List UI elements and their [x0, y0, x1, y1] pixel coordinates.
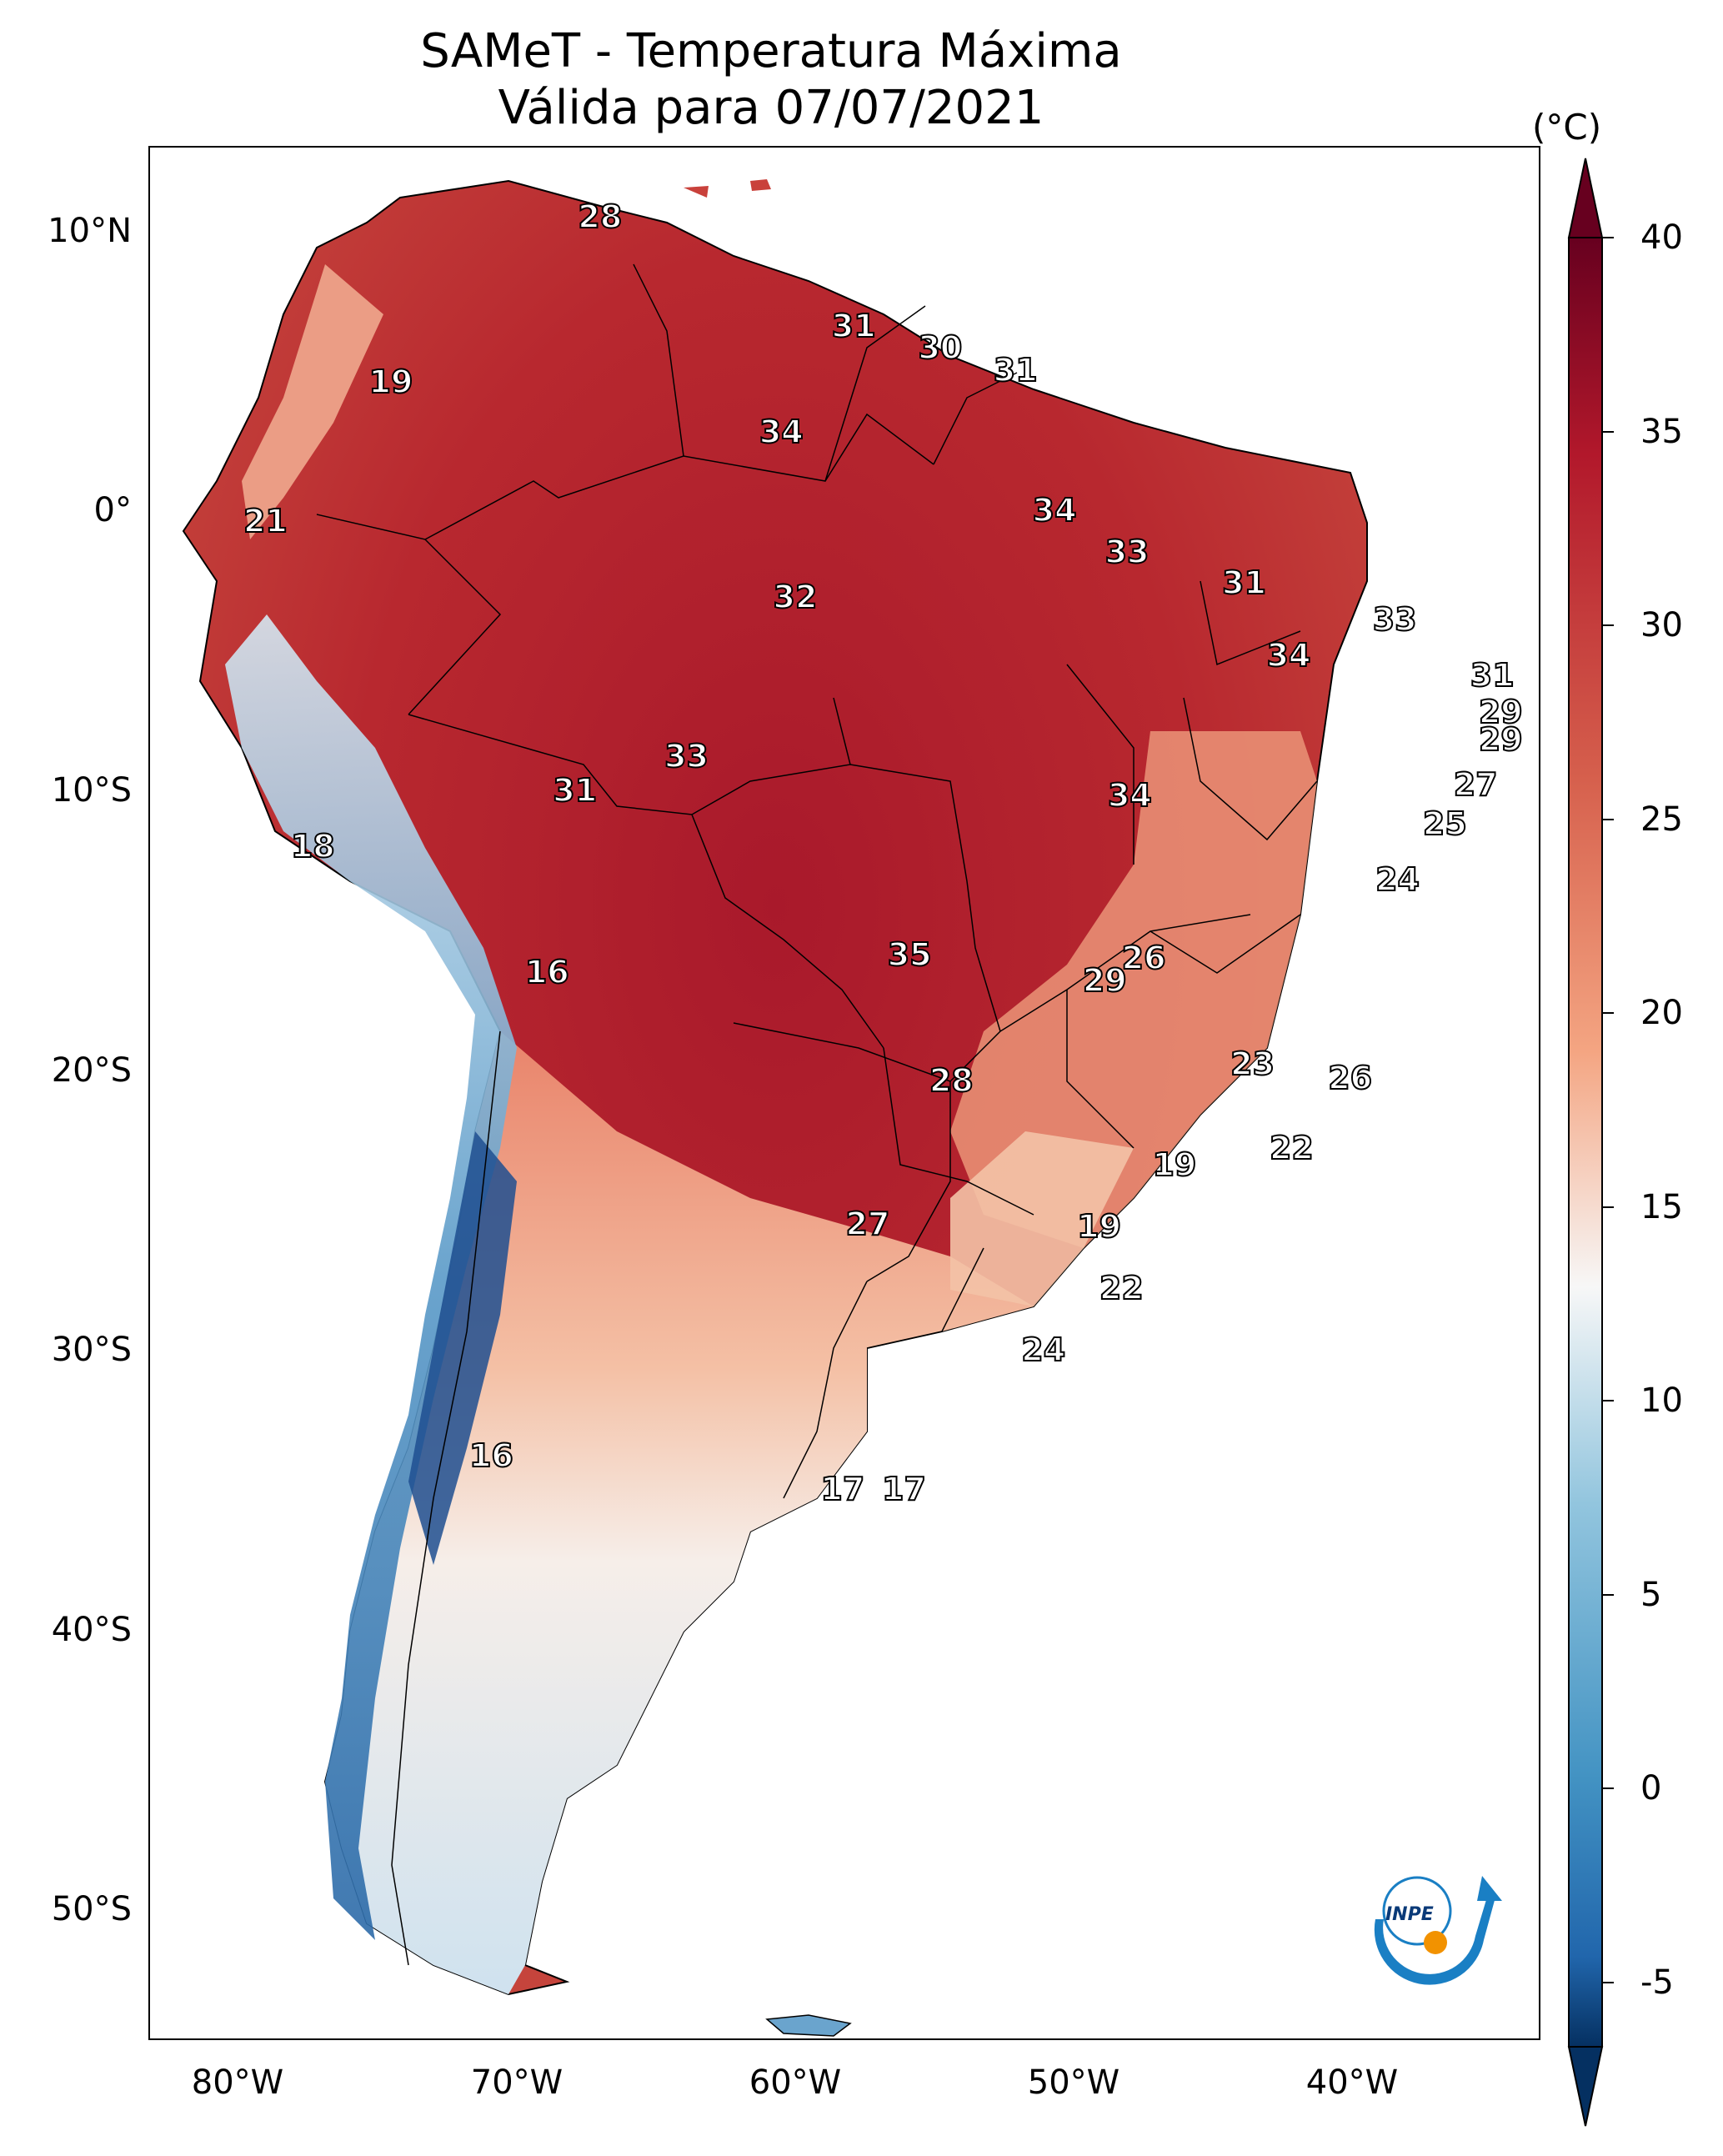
temperature-value-label: 23 [1230, 1045, 1275, 1083]
temperature-value-label: 34 [1107, 776, 1153, 815]
colorbar-extend-top [1567, 158, 1604, 238]
lat-tick: 40°S [51, 1611, 132, 1649]
lon-tick: 40°W [1305, 2063, 1399, 2102]
temperature-value-label: 34 [1032, 491, 1078, 529]
temperature-value-label: 29 [1082, 961, 1128, 1000]
temperature-value-label: 27 [1453, 765, 1499, 804]
colorbar-tick: 20 [1640, 994, 1683, 1032]
map-title: SAMeT - Temperatura Máxima [420, 24, 1122, 78]
colorbar-tick: 40 [1640, 218, 1683, 257]
temperature-value-label: 33 [1104, 533, 1150, 571]
temperature-value-label: 30 [917, 328, 963, 367]
temperature-value-label: 19 [1076, 1207, 1122, 1246]
colorbar-tick: 25 [1640, 800, 1683, 839]
colorbar-tick: 10 [1640, 1381, 1683, 1420]
colorbar-tick: 30 [1640, 606, 1683, 644]
temperature-value-label: 26 [1121, 939, 1167, 977]
colorbar-tick: 35 [1640, 413, 1683, 451]
temperature-value-label: 31 [993, 351, 1039, 389]
temperature-value-label: 21 [243, 502, 288, 540]
temperature-value-label: 34 [759, 413, 804, 451]
colorbar-tick: 15 [1640, 1188, 1683, 1226]
temperature-value-label: 16 [524, 953, 570, 991]
temperature-value-label: 29 [1478, 693, 1524, 731]
temperature-value-label: 31 [1470, 656, 1515, 694]
temperature-value-label: 27 [845, 1205, 891, 1243]
country-borders [316, 263, 1318, 1966]
lon-tick: 70°W [470, 2063, 563, 2102]
andes-cold-zone [225, 614, 517, 1940]
temperature-value-label: 22 [1269, 1129, 1315, 1167]
temperature-value-label: 24 [1020, 1331, 1066, 1369]
colorbar-body [1568, 237, 1603, 2048]
temperature-value-label: 19 [368, 363, 414, 401]
inpe-logo-graphic [1374, 1876, 1502, 1985]
falkland-islands [765, 2014, 852, 2037]
temperature-value-label: 29 [1478, 720, 1524, 759]
lat-tick: 30°S [51, 1331, 132, 1369]
lat-tick: 20°S [51, 1051, 132, 1090]
colorbar-tick: 5 [1640, 1576, 1662, 1614]
colorbar-extend-bottom [1567, 2046, 1604, 2127]
temperature-value-label: 35 [887, 935, 933, 974]
lat-tick: 0° [93, 491, 132, 529]
colorbar-tick: 0 [1640, 1769, 1662, 1808]
temperature-map: INPE [148, 146, 1540, 2040]
temperature-value-label: 17 [881, 1470, 927, 1508]
temperature-value-label: 18 [290, 827, 336, 865]
colorbar-tick: -5 [1640, 1963, 1674, 2002]
lon-tick: 50°W [1027, 2063, 1120, 2102]
temperature-value-label: 17 [819, 1470, 865, 1508]
temperature-value-label: 24 [1375, 860, 1420, 899]
lat-tick: 50°S [51, 1890, 132, 1928]
inpe-logo-text: INPE [1385, 1904, 1434, 1925]
temperature-value-label: 31 [831, 307, 877, 345]
temperature-value-label: 33 [1372, 600, 1418, 639]
map-canvas [182, 179, 1368, 2037]
lon-tick: 80°W [191, 2063, 284, 2102]
temperature-value-label: 28 [577, 198, 623, 236]
lat-tick: 10°N [48, 212, 132, 250]
temperature-value-label: 26 [1327, 1059, 1373, 1097]
temperature-value-label: 34 [1266, 636, 1312, 674]
temperature-value-label: 32 [773, 578, 819, 616]
temperature-value-label: 33 [664, 737, 709, 775]
lat-tick: 10°S [51, 771, 132, 810]
map-subtitle: Válida para 07/07/2021 [498, 81, 1044, 135]
lon-tick: 60°W [749, 2063, 842, 2102]
temperature-value-label: 31 [552, 771, 598, 810]
temperature-value-label: 28 [929, 1061, 974, 1100]
temperature-value-label: 25 [1422, 805, 1468, 843]
colorbar-unit: (°C) [1532, 107, 1602, 148]
temperature-value-label: 19 [1151, 1146, 1197, 1184]
temperature-value-label: 31 [1221, 564, 1267, 602]
temperature-value-label: 22 [1099, 1269, 1144, 1307]
temperature-value-label: 16 [468, 1436, 514, 1475]
inpe-logo: INPE [1367, 1861, 1509, 1986]
